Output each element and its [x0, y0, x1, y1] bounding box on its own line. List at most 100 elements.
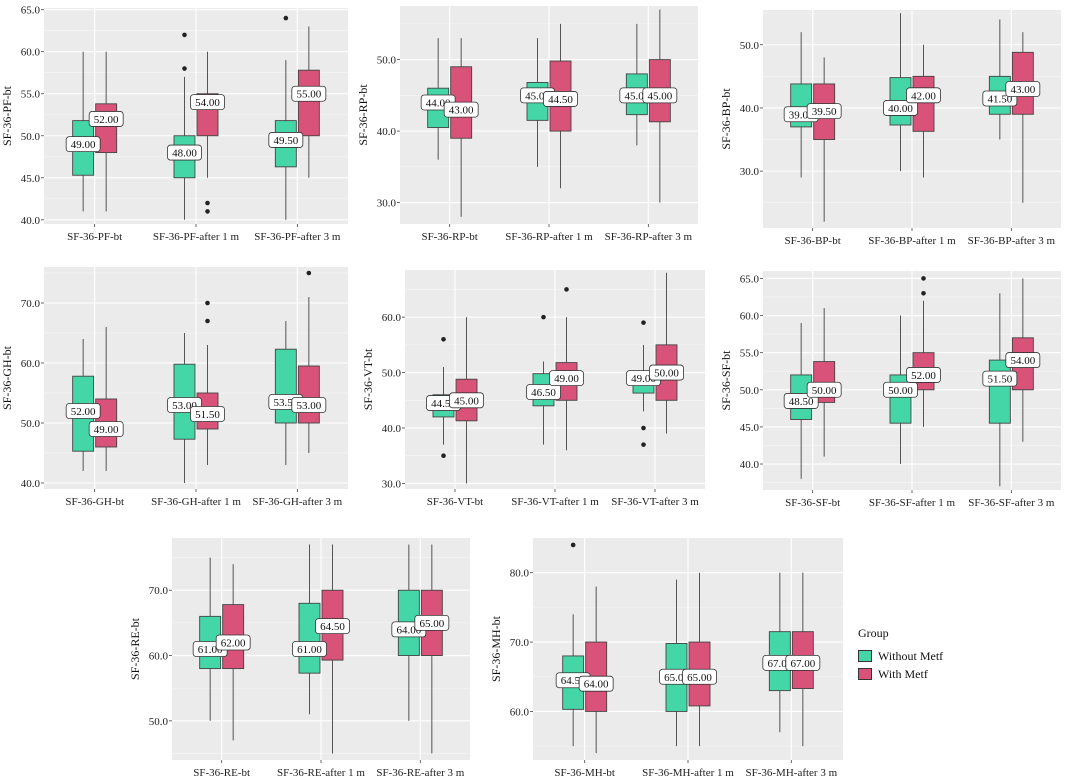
y-axis-label: SF-36-RP-bt — [356, 84, 370, 146]
y-tick-label: 60.0 — [510, 706, 530, 718]
median-label: 53.00 — [296, 400, 321, 412]
median-label-box — [65, 136, 101, 153]
y-tick-label: 60.0 — [740, 311, 760, 323]
legend: Group Without Metf With Metf — [858, 626, 978, 683]
legend-label-without-metf: Without Metf — [878, 648, 944, 663]
x-tick-label: SF-36-VT-bt — [427, 496, 483, 508]
y-tick-label: 40.0 — [21, 215, 41, 227]
y-tick-label: 55.0 — [740, 348, 760, 360]
x-tick-label: SF-36-BP-after 3 m — [968, 235, 1056, 247]
x-tick-label: SF-36-MH-after 1 m — [642, 767, 734, 776]
legend-swatch-without-metf — [858, 650, 872, 662]
x-tick-label: SF-36-GH-after 3 m — [252, 496, 342, 508]
median-label: 51.50 — [987, 374, 1012, 386]
median-label-box — [1005, 81, 1041, 97]
legend-title: Group — [858, 626, 889, 640]
y-tick-label: 60.0 — [21, 358, 41, 370]
median-label: 54.00 — [195, 97, 220, 109]
median-label: 49.00 — [71, 139, 96, 151]
median-label: 65.00 — [419, 618, 444, 630]
x-tick-label: SF-36-PF-after 1 m — [153, 231, 240, 243]
median-label: 54.00 — [1010, 355, 1035, 367]
box-without-metf — [988, 359, 1011, 424]
median-label: 49.00 — [554, 373, 579, 385]
median-label: 50.00 — [654, 368, 679, 380]
x-tick-label: SF-36-BP-after 1 m — [868, 235, 956, 247]
median-label-box — [292, 641, 327, 657]
outlier-point — [205, 200, 210, 206]
median-label-box — [88, 421, 124, 437]
y-tick-label: 65.0 — [740, 273, 760, 285]
y-tick-label: 40.0 — [740, 459, 760, 471]
median-label-box — [649, 364, 684, 381]
median-label: 67.00 — [790, 658, 815, 670]
median-label: 55.00 — [296, 89, 321, 101]
median-label-box — [543, 91, 578, 107]
median-label-box — [268, 132, 304, 148]
y-tick-label: 45.0 — [21, 173, 41, 185]
outlier-point — [182, 66, 187, 71]
median-label: 44.50 — [548, 94, 573, 106]
outlier-point — [441, 453, 446, 459]
y-tick-label: 50.0 — [21, 131, 41, 143]
x-tick-label: SF-36-RE-after 3 m — [376, 767, 464, 776]
y-tick-label: 80.0 — [510, 568, 530, 580]
chart-panel-1: 40.0 45.0 50.0 55.0 60.0 65.0 SF-36-PF-bt SF-36… — [0, 5, 348, 243]
y-axis-label: SF-36-MH-bt — [489, 615, 503, 682]
x-tick-label: SF-36-BP-bt — [785, 235, 841, 247]
y-tick-label: 60.0 — [382, 312, 402, 324]
median-label: 51.50 — [195, 409, 220, 421]
y-axis-label: SF-36-SF-bt — [719, 350, 733, 411]
median-label: 41.50 — [987, 93, 1012, 105]
median-label: 46.50 — [531, 387, 556, 399]
median-label: 45.00 — [647, 90, 672, 102]
x-tick-label: SF-36-MH-after 3 m — [746, 767, 838, 776]
median-label-box — [88, 111, 124, 127]
median-label-box — [906, 87, 941, 104]
outlier-point — [205, 318, 210, 324]
y-tick-label: 60.0 — [149, 651, 169, 663]
outlier-point — [182, 32, 187, 38]
chart-panel-3: 30.0 40.0 50.0 SF-36-BP-bt SF-36-BP-bt SF-36-… — [719, 10, 1061, 247]
y-tick-label: 50.0 — [740, 385, 760, 397]
median-label-box — [190, 406, 225, 422]
y-tick-label: 45.0 — [740, 422, 760, 434]
median-label: 43.00 — [1010, 84, 1035, 96]
median-label: 52.00 — [911, 370, 936, 382]
median-label-box — [642, 87, 678, 104]
median-label: 40.00 — [888, 103, 913, 115]
median-label: 49.00 — [94, 424, 119, 436]
median-label: 45.00 — [454, 395, 479, 407]
y-tick-label: 30.0 — [377, 198, 397, 210]
legend-item-with-metf: With Metf — [858, 665, 978, 683]
y-axis-label: SF-36-RE-bt — [128, 617, 142, 680]
median-label: 52.00 — [71, 406, 96, 418]
median-label-box — [1005, 352, 1041, 368]
outlier-point — [564, 287, 569, 292]
median-label-box — [291, 85, 327, 102]
legend-swatch-with-metf — [858, 668, 872, 680]
median-label: 64.50 — [320, 621, 345, 633]
median-label-box — [549, 370, 584, 387]
outlier-point — [205, 209, 210, 214]
median-label: 48.50 — [789, 396, 814, 408]
y-axis-label: SF-36-BP-bt — [719, 88, 733, 150]
x-tick-label: SF-36-GH-bt — [65, 496, 124, 508]
median-label: 43.00 — [449, 105, 474, 117]
median-label: 65.00 — [687, 672, 712, 684]
x-tick-label: SF-36-SF-after 1 m — [869, 497, 956, 509]
median-label: 61.00 — [297, 644, 322, 656]
outlier-point — [921, 276, 926, 281]
y-tick-label: 40.0 — [740, 103, 760, 115]
median-label-box — [414, 614, 450, 631]
chart-panel-4: 40.0 50.0 60.0 70.0 SF-36-GH-bt SF-36-GH-bt SF… — [0, 267, 348, 508]
median-label-box — [883, 381, 918, 398]
x-tick-label: SF-36-SF-bt — [785, 497, 840, 509]
median-label: 39.50 — [812, 106, 837, 118]
x-tick-label: SF-36-GH-after 1 m — [151, 496, 241, 508]
outlier-point — [205, 300, 210, 306]
median-label-box — [65, 403, 101, 419]
x-tick-label: SF-36-RP-after 3 m — [605, 231, 693, 243]
median-label-box — [291, 397, 327, 413]
